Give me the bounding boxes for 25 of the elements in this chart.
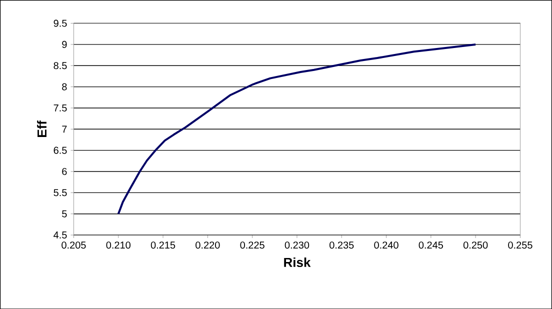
y-tick-label: 5 bbox=[62, 210, 67, 218]
y-tick-label: 6 bbox=[62, 168, 67, 175]
x-tick-label: 0.255 bbox=[508, 241, 532, 249]
y-tick-label: 8.5 bbox=[54, 62, 67, 70]
y-tick-label: 5.5 bbox=[54, 189, 67, 196]
y-tick-label: 8 bbox=[62, 83, 67, 90]
x-tick-label: 0.250 bbox=[463, 241, 488, 249]
y-tick-label: 6.5 bbox=[54, 146, 67, 154]
y-tick-label: 9 bbox=[62, 40, 67, 48]
line-series bbox=[117, 43, 477, 215]
y-tick-label: 7.5 bbox=[54, 104, 67, 112]
x-tick-label: 0.245 bbox=[418, 241, 444, 249]
x-tick-label: 0.215 bbox=[150, 241, 176, 249]
x-tick-label: 0.240 bbox=[374, 241, 398, 249]
y-axis-title: Eff bbox=[37, 120, 46, 137]
x-tick-label: 0.220 bbox=[196, 241, 220, 249]
x-tick-label: 0.225 bbox=[240, 241, 264, 249]
x-axis-title: Risk bbox=[284, 257, 311, 267]
x-tick-label: 0.230 bbox=[284, 241, 310, 249]
x-tick-label: 0.205 bbox=[62, 241, 86, 249]
y-tick-label: 7 bbox=[62, 126, 67, 132]
y-tick-label: 9.5 bbox=[54, 20, 67, 27]
x-tick-label: 0.210 bbox=[106, 241, 130, 249]
x-tick-label: 0.235 bbox=[330, 241, 354, 249]
y-tick-label: 4.5 bbox=[54, 231, 67, 238]
